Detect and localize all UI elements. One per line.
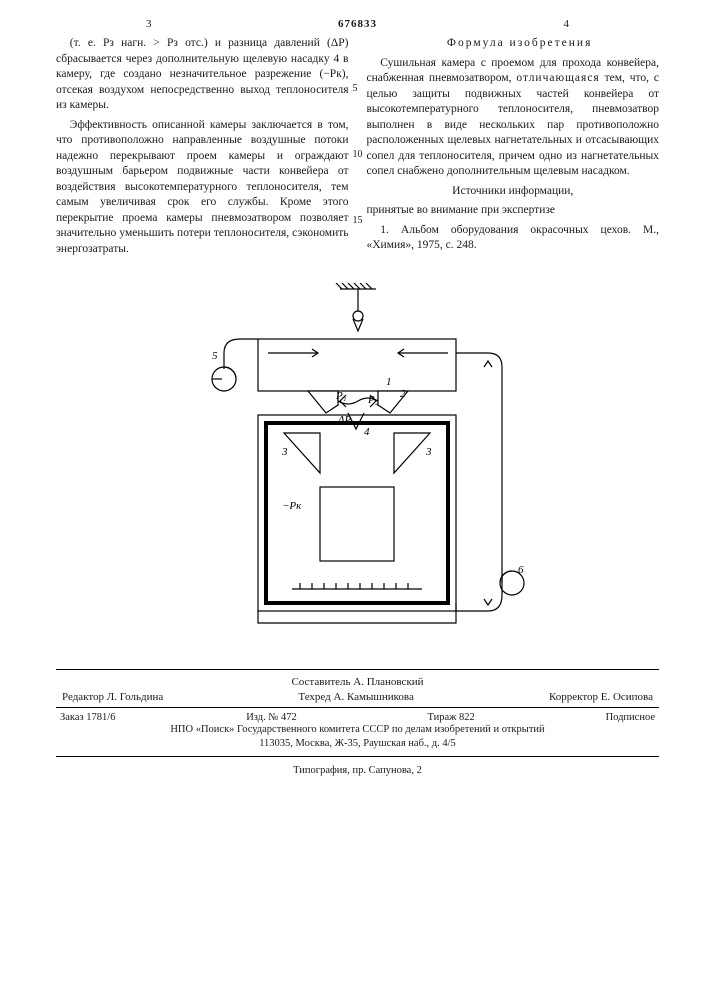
sign: Подписное <box>606 712 655 723</box>
page-num-right: 4 <box>564 18 660 30</box>
label-p2: P₂ <box>367 394 379 406</box>
sep-2 <box>56 707 659 708</box>
upper-plenum <box>258 339 456 391</box>
credits-row: Редактор Л. Гольдина Техред А. Камышнико… <box>56 691 659 703</box>
right-duct <box>456 353 502 611</box>
formula-title: Формула изобретения <box>367 36 660 52</box>
bottom-duct <box>258 611 456 623</box>
editor: Редактор Л. Гольдина <box>62 691 163 703</box>
izd: Изд. № 472 <box>246 712 297 723</box>
chamber-outer <box>258 415 456 611</box>
label-5: 5 <box>212 350 218 362</box>
drying-chamber-diagram: 5 6 1 2 3 3 4 P₁ P₂ ΔP −Pк <box>188 283 528 643</box>
two-column-body: (т. е. Pз нагн. > Pз отс.) и разница дав… <box>56 36 659 261</box>
heater-arrows-icon <box>292 583 422 589</box>
claim-para: Сушильная камера с проемом для прохода к… <box>367 56 660 180</box>
sep-1 <box>56 669 659 670</box>
funnel-left <box>284 433 320 473</box>
label-4: 4 <box>364 426 370 438</box>
corrector: Корректор Е. Осипова <box>549 691 653 703</box>
label-1: 1 <box>386 376 392 388</box>
fan-left-icon <box>212 367 236 391</box>
tirage: Тираж 822 <box>428 712 475 723</box>
line-num-10: 10 <box>353 148 363 162</box>
label-6: 6 <box>518 564 524 576</box>
right-column: 5 10 15 Формула изобретения Сушильная ка… <box>367 36 660 261</box>
sources-title: Источники информации, <box>367 184 660 200</box>
page-num-left: 3 <box>56 18 152 30</box>
label-2: 2 <box>400 388 406 400</box>
line-num-15: 15 <box>353 214 363 228</box>
page-header: 3 676833 4 <box>56 18 659 30</box>
chamber-wall <box>266 423 448 603</box>
addr-line-2: 113035, Москва, Ж-35, Раушская наб., д. … <box>56 737 659 752</box>
sources-subtitle: принятые во внимание при экспертизе <box>367 203 660 219</box>
order: Заказ 1781/6 <box>60 712 115 723</box>
claim-b: отличающаяся <box>516 72 599 84</box>
label-dp: ΔP <box>337 414 351 426</box>
product-rect <box>320 487 394 561</box>
publication-row: Заказ 1781/6 Изд. № 472 Тираж 822 Подпис… <box>56 712 659 723</box>
typography-line: Типография, пр. Сапунова, 2 <box>56 765 659 776</box>
left-duct <box>224 339 258 353</box>
left-para-1: (т. е. Pз нагн. > Pз отс.) и разница дав… <box>56 36 349 114</box>
ceiling-mount-icon <box>336 283 376 331</box>
compiler-line: Составитель А. Плановский <box>56 674 659 691</box>
addr-line-1: НПО «Поиск» Государственного комитета СС… <box>56 723 659 738</box>
left-para-2: Эффективность описанной камеры заключает… <box>56 118 349 258</box>
label-pk: −Pк <box>282 500 302 512</box>
source-1: 1. Альбом оборудования окрасочных цехов.… <box>367 223 660 254</box>
label-3a: 3 <box>281 446 288 458</box>
label-p1: P₁ <box>335 390 347 402</box>
techred: Техред А. Камышникова <box>298 691 413 703</box>
patent-number: 676833 <box>338 18 377 30</box>
sep-3 <box>56 756 659 757</box>
funnel-right <box>394 433 430 473</box>
address-block: НПО «Поиск» Государственного комитета СС… <box>56 723 659 752</box>
left-column: (т. е. Pз нагн. > Pз отс.) и разница дав… <box>56 36 349 261</box>
line-num-5: 5 <box>353 82 358 96</box>
label-3b: 3 <box>425 446 432 458</box>
claim-c: тем, что, с целью защиты подвижных часте… <box>367 72 660 177</box>
